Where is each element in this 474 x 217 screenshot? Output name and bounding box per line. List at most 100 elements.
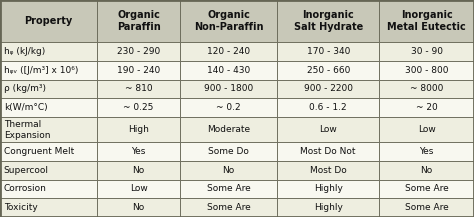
Text: ~ 0.25: ~ 0.25 bbox=[123, 103, 154, 112]
Bar bbox=[180, 42, 277, 61]
Text: Corrosion: Corrosion bbox=[4, 184, 46, 193]
Bar bbox=[379, 198, 474, 217]
Bar bbox=[97, 117, 180, 142]
Text: Some Are: Some Are bbox=[207, 184, 251, 193]
Bar bbox=[277, 42, 379, 61]
Text: 170 - 340: 170 - 340 bbox=[307, 47, 350, 56]
Text: Inorganic
Metal Eutectic: Inorganic Metal Eutectic bbox=[387, 10, 466, 32]
Bar bbox=[379, 42, 474, 61]
Text: ~ 20: ~ 20 bbox=[416, 103, 438, 112]
Bar bbox=[97, 198, 180, 217]
Bar bbox=[97, 61, 180, 80]
Bar bbox=[97, 180, 180, 198]
Bar bbox=[379, 0, 474, 42]
Text: 900 - 1800: 900 - 1800 bbox=[204, 84, 253, 94]
Text: High: High bbox=[128, 125, 149, 134]
Bar bbox=[180, 198, 277, 217]
Bar bbox=[180, 142, 277, 161]
Text: Organic
Paraffin: Organic Paraffin bbox=[117, 10, 161, 32]
Bar bbox=[180, 117, 277, 142]
Text: Moderate: Moderate bbox=[207, 125, 250, 134]
Bar bbox=[180, 80, 277, 98]
Text: Toxicity: Toxicity bbox=[4, 203, 37, 212]
Text: Most Do: Most Do bbox=[310, 166, 346, 175]
Text: Organic
Non-Paraffin: Organic Non-Paraffin bbox=[194, 10, 264, 32]
Text: Thermal
Expansion: Thermal Expansion bbox=[4, 120, 50, 140]
Text: 120 - 240: 120 - 240 bbox=[207, 47, 250, 56]
Text: 900 - 2200: 900 - 2200 bbox=[304, 84, 353, 94]
Text: Most Do Not: Most Do Not bbox=[301, 147, 356, 156]
Text: Low: Low bbox=[319, 125, 337, 134]
Bar bbox=[180, 180, 277, 198]
Bar bbox=[277, 117, 379, 142]
Text: k(W/m°C): k(W/m°C) bbox=[4, 103, 47, 112]
Bar bbox=[0, 198, 97, 217]
Bar bbox=[97, 161, 180, 180]
Bar bbox=[277, 142, 379, 161]
Text: No: No bbox=[223, 166, 235, 175]
Text: Some Are: Some Are bbox=[207, 203, 251, 212]
Bar bbox=[180, 161, 277, 180]
Bar bbox=[379, 98, 474, 117]
Text: ~ 810: ~ 810 bbox=[125, 84, 153, 94]
Bar bbox=[277, 161, 379, 180]
Text: hᵩᵥ ([J/m³] x 10⁶): hᵩᵥ ([J/m³] x 10⁶) bbox=[4, 66, 78, 75]
Text: Supercool: Supercool bbox=[4, 166, 49, 175]
Bar bbox=[97, 42, 180, 61]
Bar bbox=[277, 0, 379, 42]
Text: Low: Low bbox=[418, 125, 436, 134]
Text: 300 - 800: 300 - 800 bbox=[405, 66, 448, 75]
Text: 140 - 430: 140 - 430 bbox=[207, 66, 250, 75]
Text: Property: Property bbox=[25, 16, 73, 26]
Bar bbox=[379, 142, 474, 161]
Bar bbox=[97, 0, 180, 42]
Bar bbox=[0, 117, 97, 142]
Bar bbox=[0, 42, 97, 61]
Text: Congruent Melt: Congruent Melt bbox=[4, 147, 74, 156]
Text: Some Do: Some Do bbox=[208, 147, 249, 156]
Bar bbox=[379, 80, 474, 98]
Bar bbox=[0, 161, 97, 180]
Text: Highly: Highly bbox=[314, 203, 343, 212]
Text: hᵩ (kJ/kg): hᵩ (kJ/kg) bbox=[4, 47, 45, 56]
Text: ~ 8000: ~ 8000 bbox=[410, 84, 443, 94]
Bar bbox=[0, 180, 97, 198]
Text: Yes: Yes bbox=[419, 147, 434, 156]
Text: Inorganic
Salt Hydrate: Inorganic Salt Hydrate bbox=[293, 10, 363, 32]
Text: No: No bbox=[133, 166, 145, 175]
Text: 250 - 660: 250 - 660 bbox=[307, 66, 350, 75]
Bar bbox=[277, 180, 379, 198]
Bar bbox=[180, 0, 277, 42]
Bar bbox=[379, 61, 474, 80]
Bar bbox=[0, 0, 97, 42]
Bar bbox=[277, 198, 379, 217]
Bar bbox=[379, 180, 474, 198]
Bar bbox=[277, 98, 379, 117]
Bar bbox=[277, 61, 379, 80]
Bar bbox=[97, 142, 180, 161]
Bar bbox=[277, 80, 379, 98]
Bar bbox=[379, 117, 474, 142]
Bar bbox=[97, 98, 180, 117]
Text: 0.6 - 1.2: 0.6 - 1.2 bbox=[310, 103, 347, 112]
Text: ρ (kg/m³): ρ (kg/m³) bbox=[4, 84, 46, 94]
Bar bbox=[180, 61, 277, 80]
Bar bbox=[0, 61, 97, 80]
Bar bbox=[97, 80, 180, 98]
Bar bbox=[0, 80, 97, 98]
Bar bbox=[379, 161, 474, 180]
Text: Low: Low bbox=[130, 184, 147, 193]
Text: 30 - 90: 30 - 90 bbox=[410, 47, 443, 56]
Text: Some Are: Some Are bbox=[405, 203, 448, 212]
Text: Yes: Yes bbox=[131, 147, 146, 156]
Bar bbox=[0, 142, 97, 161]
Text: Some Are: Some Are bbox=[405, 184, 448, 193]
Text: No: No bbox=[133, 203, 145, 212]
Text: 230 - 290: 230 - 290 bbox=[117, 47, 160, 56]
Text: ~ 0.2: ~ 0.2 bbox=[217, 103, 241, 112]
Text: Highly: Highly bbox=[314, 184, 343, 193]
Bar bbox=[0, 98, 97, 117]
Text: No: No bbox=[420, 166, 433, 175]
Text: 190 - 240: 190 - 240 bbox=[117, 66, 160, 75]
Bar bbox=[180, 98, 277, 117]
